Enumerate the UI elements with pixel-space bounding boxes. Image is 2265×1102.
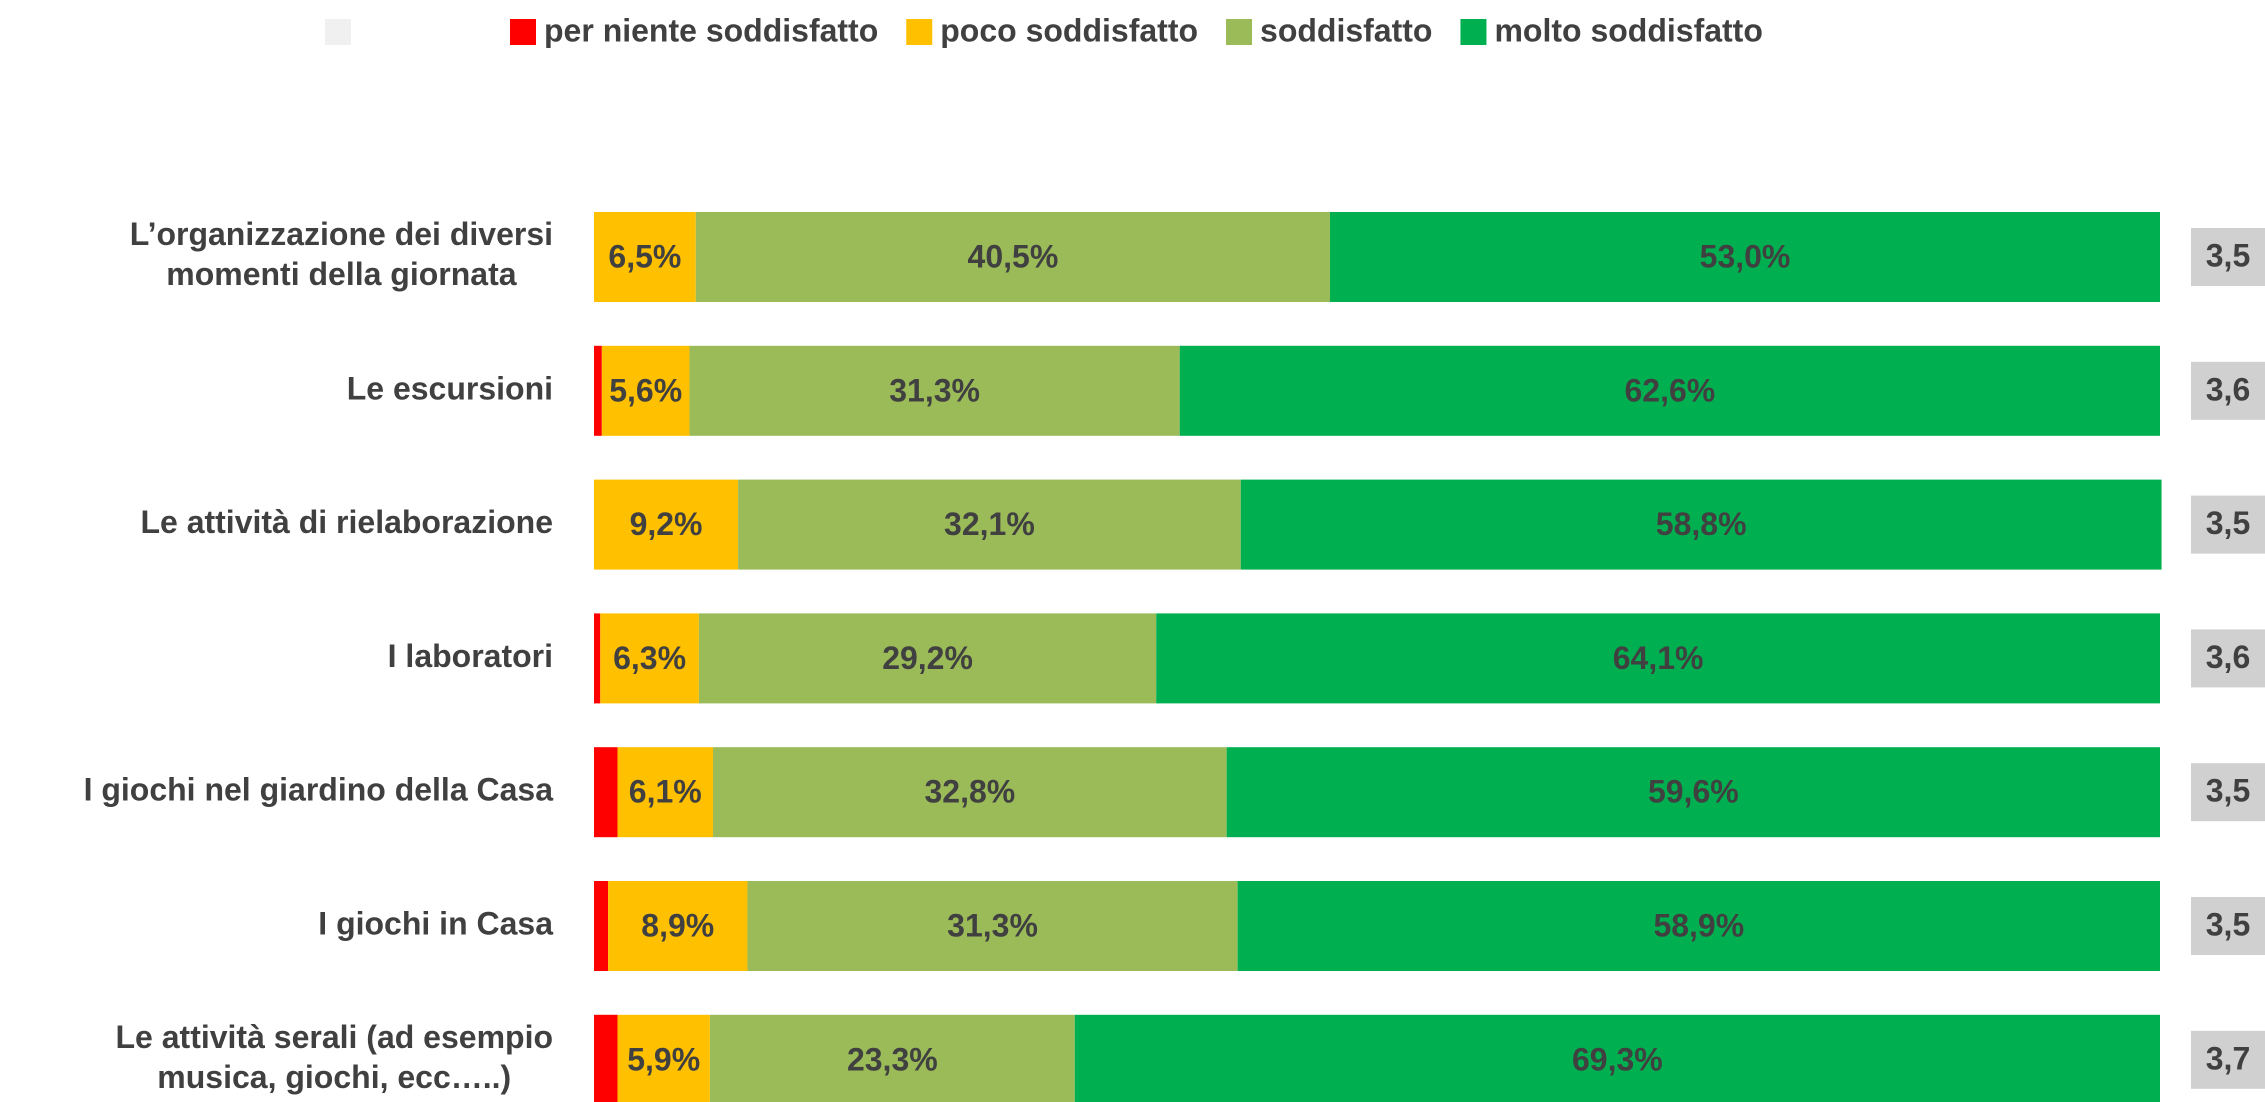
value-label: 58,9% xyxy=(1653,907,1744,943)
category-label: Le escursioni xyxy=(347,370,553,406)
value-label: 6,3% xyxy=(613,640,686,676)
bar-segment xyxy=(594,479,739,570)
bar-segment xyxy=(617,747,714,838)
bar-segment xyxy=(709,1014,1075,1102)
legend-swatch xyxy=(510,19,536,45)
legend-swatch-blank xyxy=(325,19,351,45)
value-label: 5,6% xyxy=(609,372,682,408)
bar-segment xyxy=(689,345,1180,436)
category-label: Le attività serali (ad esempio musica, gi… xyxy=(116,1019,554,1095)
value-label: 31,3% xyxy=(889,372,980,408)
bar-segment xyxy=(600,613,699,704)
value-label: 62,6% xyxy=(1624,372,1715,408)
bar-segment xyxy=(695,212,1331,302)
value-label: 64,1% xyxy=(1613,640,1704,676)
category-label: I giochi nel giardino della Casa xyxy=(84,772,554,808)
score-box xyxy=(2191,495,2265,554)
score-box xyxy=(2191,629,2265,688)
score-box xyxy=(2191,763,2265,822)
category-label: Le attività di rielaborazione xyxy=(140,504,553,540)
legend-swatch xyxy=(1460,19,1487,45)
bar-segment xyxy=(1240,479,2162,570)
score-box xyxy=(2191,897,2265,955)
bar-segment xyxy=(617,1014,710,1102)
score-label: 3,5 xyxy=(2206,237,2250,273)
bar-segment xyxy=(698,613,1157,704)
score-box xyxy=(2191,228,2265,286)
category-label: L’organizzazione dei diversi momenti dell… xyxy=(130,216,553,292)
value-label: 6,1% xyxy=(629,774,702,810)
bar-segment xyxy=(1226,747,2160,838)
score-label: 3,5 xyxy=(2206,505,2250,541)
legend-label: soddisfatto xyxy=(1260,12,1432,48)
bar-segment xyxy=(713,747,1227,838)
value-label: 9,2% xyxy=(630,506,703,542)
bar-segment xyxy=(1179,345,2160,436)
bar-segment xyxy=(594,881,609,971)
category-label-line: L’organizzazione dei diversi xyxy=(130,216,553,252)
value-label: 29,2% xyxy=(882,640,973,676)
bar-segment xyxy=(1237,881,2160,971)
bar-segment xyxy=(594,345,602,436)
bar-segment xyxy=(747,881,1238,971)
value-label: 69,3% xyxy=(1572,1041,1663,1077)
value-label: 58,8% xyxy=(1656,506,1747,542)
bar-segment xyxy=(594,212,696,302)
score-box xyxy=(2191,361,2265,420)
bar-segment xyxy=(594,747,618,838)
legend-label: per niente soddisfatto xyxy=(544,12,878,48)
legend-swatch xyxy=(906,19,933,45)
legend-swatch xyxy=(1226,19,1253,45)
value-label: 32,8% xyxy=(924,774,1015,810)
category-label-line: musica, giochi, ecc…..) xyxy=(157,1059,511,1095)
score-label: 3,7 xyxy=(2206,1040,2250,1076)
score-box xyxy=(2191,1030,2265,1089)
value-label: 40,5% xyxy=(968,238,1059,274)
category-label-line: momenti della giornata xyxy=(166,256,516,292)
bar-segment xyxy=(1156,613,2160,704)
bar-segment xyxy=(608,881,748,971)
value-label: 32,1% xyxy=(944,506,1035,542)
value-label: 31,3% xyxy=(947,907,1038,943)
bar-segment xyxy=(594,1014,618,1102)
category-label: I giochi in Casa xyxy=(318,905,553,941)
value-label: 59,6% xyxy=(1648,774,1739,810)
legend-label: molto soddisfatto xyxy=(1494,12,1762,48)
bar-segment xyxy=(738,479,1241,570)
score-label: 3,6 xyxy=(2206,639,2250,675)
bar-segment xyxy=(601,345,690,436)
value-label: 53,0% xyxy=(1700,238,1791,274)
legend-label: poco soddisfatto xyxy=(940,12,1198,48)
bar-segment xyxy=(1330,212,2160,302)
value-label: 8,9% xyxy=(641,907,714,943)
value-label: 6,5% xyxy=(608,238,681,274)
category-label-line: Le attività serali (ad esempio xyxy=(116,1019,554,1055)
score-label: 3,5 xyxy=(2206,906,2250,942)
score-label: 3,6 xyxy=(2206,371,2250,407)
category-label: I laboratori xyxy=(388,638,553,674)
value-label: 23,3% xyxy=(847,1041,938,1077)
bar-segment xyxy=(1074,1014,2160,1102)
bar-segment xyxy=(594,613,601,704)
value-label: 5,9% xyxy=(627,1041,700,1077)
score-label: 3,5 xyxy=(2206,773,2250,809)
